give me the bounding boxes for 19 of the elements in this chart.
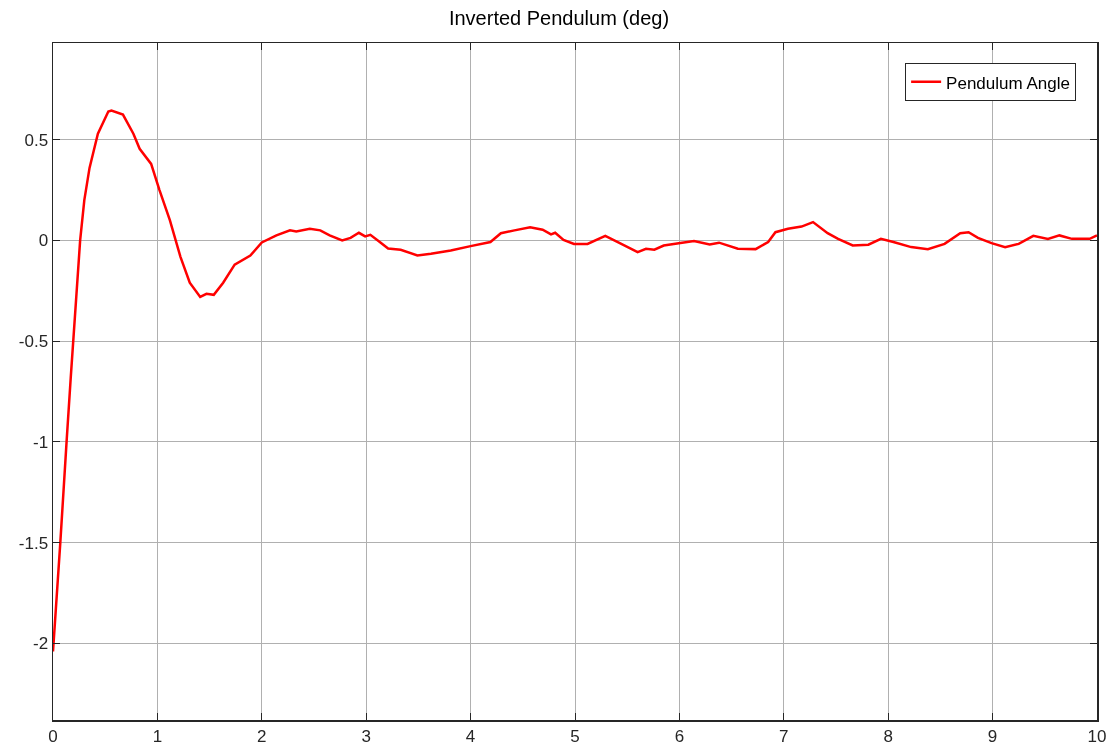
x-tick-label: 10 — [1087, 726, 1107, 746]
x-tick-label: 5 — [570, 726, 580, 746]
x-tick-label: 3 — [361, 726, 371, 746]
x-tick-label: 1 — [152, 726, 163, 746]
x-tick-label: 4 — [465, 726, 476, 746]
legend-label: Pendulum Angle — [946, 73, 1070, 93]
y-tick-label: -0.5 — [18, 332, 49, 352]
y-tick-label: -2 — [32, 634, 49, 654]
y-tick-label: 0 — [38, 231, 49, 251]
line-series — [53, 109, 1097, 653]
y-tick-label: -1.5 — [18, 533, 49, 553]
x-tick-label: 6 — [674, 726, 685, 746]
chart-title: Inverted Pendulum (deg) — [448, 7, 670, 30]
x-tick-label: 9 — [987, 726, 998, 746]
x-tick-label: 8 — [883, 726, 893, 746]
x-tick-label: 7 — [779, 726, 789, 746]
y-tick-label: 0.5 — [24, 130, 49, 150]
y-tick-label: -1 — [32, 432, 49, 452]
x-tick-label: 2 — [257, 726, 267, 746]
